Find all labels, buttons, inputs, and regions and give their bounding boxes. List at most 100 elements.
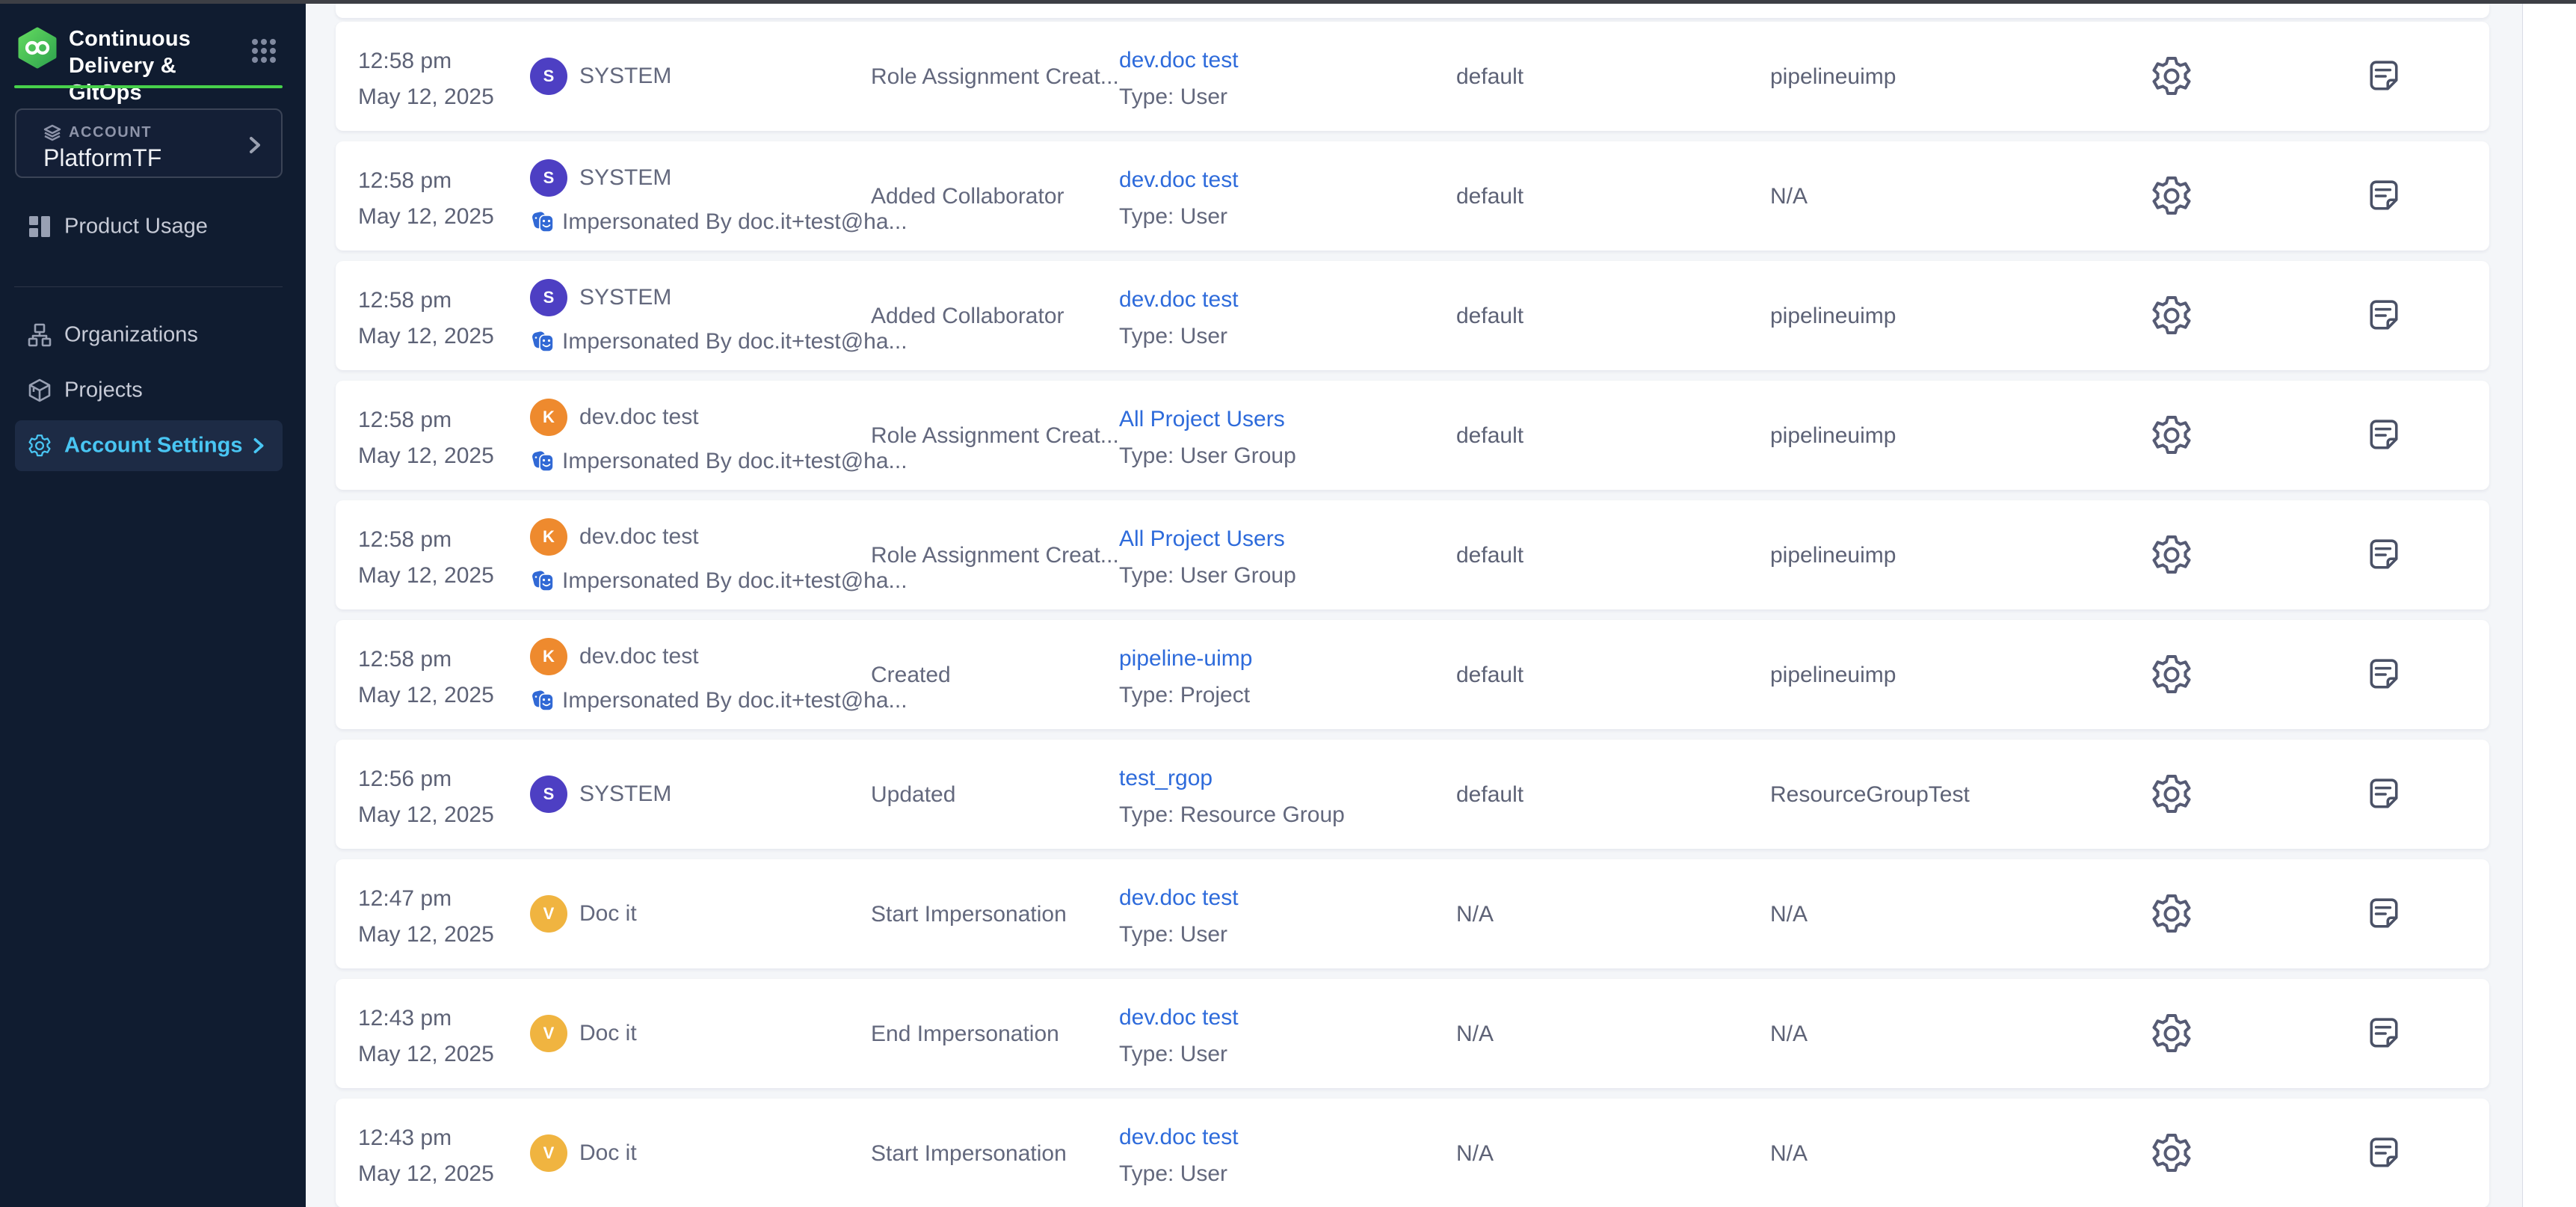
- resource-link[interactable]: dev.doc test: [1119, 168, 1239, 192]
- table-row: 12:56 pm May 12, 2025 S SYSTEM Updated t…: [336, 740, 2489, 849]
- project-cell: N/A: [1770, 1022, 1808, 1046]
- resource-type-label: Type: User: [1119, 922, 1228, 947]
- sidebar-item-label: Account Settings: [64, 433, 243, 458]
- resource-link[interactable]: dev.doc test: [1119, 287, 1239, 312]
- account-name: PlatformTF: [43, 144, 162, 171]
- impersonated-by-label: Impersonated By doc.it+test@ha...: [562, 568, 908, 593]
- event-date: May 12, 2025: [358, 563, 494, 588]
- project-cell: ResourceGroupTest: [1770, 782, 1970, 807]
- event-summary-button[interactable]: [2363, 773, 2405, 815]
- action-label: Added Collaborator: [871, 304, 1064, 328]
- scrollbar-gutter[interactable]: [2522, 0, 2576, 1207]
- sidebar-item-product-usage[interactable]: Product Usage: [0, 201, 306, 252]
- impersonation-info: Impersonated By doc.it+test@ha...: [531, 688, 908, 713]
- event-time: 12:56 pm: [358, 767, 452, 791]
- resource-link[interactable]: dev.doc test: [1119, 1005, 1239, 1030]
- event-settings-button[interactable]: [2151, 534, 2193, 576]
- event-settings-button[interactable]: [2151, 175, 2193, 217]
- event-summary-button[interactable]: [2363, 534, 2405, 576]
- resource-type-label: Type: User: [1119, 1161, 1228, 1186]
- chevron-right-icon: [253, 437, 264, 454]
- impersonation-masks-icon: [532, 451, 554, 472]
- event-summary-button[interactable]: [2363, 1013, 2405, 1054]
- impersonated-by-label: Impersonated By doc.it+test@ha...: [562, 329, 908, 354]
- user-name: SYSTEM: [579, 781, 672, 806]
- table-row: 12:43 pm May 12, 2025 V Doc it End Imper…: [336, 979, 2489, 1088]
- account-scope-selector[interactable]: ACCOUNT PlatformTF: [15, 108, 283, 178]
- table-row: 12:58 pm May 12, 2025 K dev.doc test Imp…: [336, 381, 2489, 490]
- resource-link[interactable]: pipeline-uimp: [1119, 646, 1253, 671]
- impersonation-info: Impersonated By doc.it+test@ha...: [531, 329, 908, 354]
- resource-type-label: Type: User Group: [1119, 563, 1296, 588]
- gear-icon: [2152, 416, 2191, 454]
- module-header[interactable]: Continuous Delivery & GitOps: [17, 27, 286, 105]
- resource-link[interactable]: dev.doc test: [1119, 1125, 1239, 1149]
- event-time: 12:43 pm: [358, 1006, 452, 1031]
- event-summary-button[interactable]: [2363, 654, 2405, 695]
- event-time: 12:58 pm: [358, 288, 452, 313]
- user-cell: V Doc it: [530, 895, 637, 933]
- resource-type-label: Type: Resource Group: [1119, 802, 1345, 827]
- note-icon: [2370, 180, 2398, 210]
- user-cell: S SYSTEM: [530, 279, 671, 316]
- note-icon: [2370, 778, 2398, 808]
- event-summary-button[interactable]: [2363, 295, 2405, 337]
- event-settings-button[interactable]: [2151, 414, 2193, 456]
- action-label: End Impersonation: [871, 1022, 1059, 1046]
- gear-icon: [2152, 176, 2191, 215]
- user-cell: K dev.doc test: [530, 638, 699, 675]
- event-settings-button[interactable]: [2151, 654, 2193, 695]
- event-settings-button[interactable]: [2151, 773, 2193, 815]
- user-cell: S SYSTEM: [530, 159, 671, 197]
- module-switcher-icon[interactable]: [249, 36, 279, 66]
- resource-link[interactable]: dev.doc test: [1119, 48, 1239, 73]
- note-icon: [2370, 1018, 2398, 1048]
- avatar: S: [530, 776, 567, 813]
- event-summary-button[interactable]: [2363, 175, 2405, 217]
- cd-gitops-logo-icon: [18, 27, 57, 69]
- avatar: V: [530, 1134, 567, 1172]
- gear-icon: [2152, 1014, 2191, 1052]
- project-cell: pipelineuimp: [1770, 423, 1896, 448]
- event-date: May 12, 2025: [358, 85, 494, 109]
- project-cell: pipelineuimp: [1770, 304, 1896, 328]
- event-settings-button[interactable]: [2151, 295, 2193, 337]
- user-cell: V Doc it: [530, 1015, 637, 1052]
- project-cell: pipelineuimp: [1770, 543, 1896, 568]
- sidebar-item-organizations[interactable]: Organizations: [0, 310, 306, 360]
- avatar: S: [530, 159, 567, 197]
- event-summary-button[interactable]: [2363, 55, 2405, 97]
- sidebar: Continuous Delivery & GitOps: [0, 0, 306, 1207]
- event-date: May 12, 2025: [358, 922, 494, 947]
- gear-icon: [2152, 655, 2191, 693]
- resource-link[interactable]: dev.doc test: [1119, 885, 1239, 910]
- event-settings-button[interactable]: [2151, 1013, 2193, 1054]
- event-summary-button[interactable]: [2363, 414, 2405, 456]
- resource-type-label: Type: User Group: [1119, 443, 1296, 468]
- note-icon: [2370, 61, 2398, 90]
- organization-cell: default: [1456, 663, 1524, 687]
- resource-link[interactable]: All Project Users: [1119, 407, 1285, 431]
- user-name: SYSTEM: [579, 285, 672, 310]
- sidebar-item-projects[interactable]: Projects: [0, 365, 306, 416]
- resource-link[interactable]: test_rgop: [1119, 766, 1213, 790]
- table-row: 12:58 pm May 12, 2025 K dev.doc test Imp…: [336, 620, 2489, 729]
- resource-type-label: Type: User: [1119, 85, 1228, 109]
- event-settings-button[interactable]: [2151, 1132, 2193, 1174]
- event-time: 12:58 pm: [358, 408, 452, 432]
- user-name: dev.doc test: [579, 524, 699, 549]
- action-label: Role Assignment Creat...: [871, 64, 1119, 89]
- event-time: 12:58 pm: [358, 647, 452, 672]
- event-summary-button[interactable]: [2363, 1132, 2405, 1174]
- gear-icon: [2152, 296, 2191, 334]
- resource-link[interactable]: All Project Users: [1119, 526, 1285, 551]
- organization-cell: N/A: [1456, 902, 1494, 927]
- event-settings-button[interactable]: [2151, 55, 2193, 97]
- table-row: 12:58 pm May 12, 2025 K dev.doc test Imp…: [336, 500, 2489, 609]
- sidebar-item-account-settings[interactable]: Account Settings: [15, 420, 283, 471]
- event-settings-button[interactable]: [2151, 893, 2193, 935]
- organization-cell: default: [1456, 64, 1524, 89]
- event-summary-button[interactable]: [2363, 893, 2405, 935]
- module-accent-line: [14, 85, 283, 88]
- note-icon: [2370, 659, 2398, 689]
